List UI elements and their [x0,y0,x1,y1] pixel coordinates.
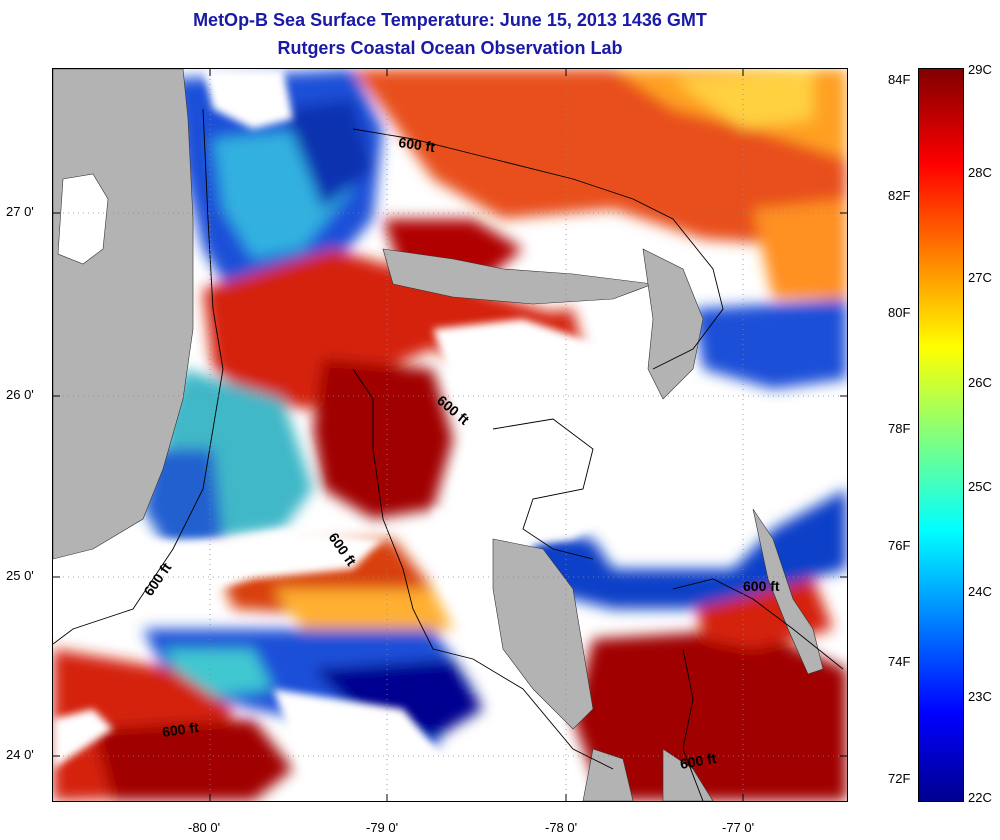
sst-patch-e-blue [693,299,847,389]
sst-patch-central-red [203,249,573,409]
y-tick-24: 24 0' [6,747,34,762]
contour-label-1: 600 ft [398,134,437,155]
x-tick-79: -79 0' [366,820,399,835]
contour-line-tongue [672,578,844,670]
x-tick-77: -77 0' [722,820,755,835]
land-eleuthera [752,508,824,675]
cloud-center [433,319,703,549]
colorbar-celsius-label: 26C [968,374,992,390]
lat-lon-grid [53,69,847,801]
sst-patch-sm-darkblue [313,659,483,739]
chart-title: MetOp-B Sea Surface Temperature: June 15… [193,10,707,30]
cloud-center-east [653,439,773,509]
sst-map: 600 ft 600 ft 600 ft 600 ft 600 ft 600 f… [52,68,848,802]
cloud-south [273,689,453,789]
land-abaco [642,248,704,400]
contour-line-little-bahama [352,128,724,370]
x-tick-78: -78 0' [545,820,578,835]
colorbar-celsius-label: 25C [968,479,992,495]
cloud-topleft [203,69,293,129]
sst-patch-se-blue [503,489,847,609]
colorbar-celsius-label: 24C [968,584,992,600]
colorbar-celsius-label: 29C [968,62,992,77]
y-tick-25: 25 0' [6,568,34,583]
land [53,69,824,801]
y-tick-26: 26 0' [6,387,34,402]
chart-subtitle: Rutgers Coastal Ocean Observation Lab [277,38,623,58]
contour-label-7: 600 ft [679,750,718,772]
colorbar-fahrenheit-label: 72F [888,770,911,786]
contour-line-florida-shelf [53,108,224,645]
cloud-west-band [53,529,383,629]
sst-patch-sw-darkred [93,719,293,801]
y-tick-27: 27 0' [6,204,34,219]
contour-line-andros [492,418,594,560]
axis-ticks [53,69,847,801]
colorbar-fahrenheit-label: 76F [888,537,911,553]
sst-patch-e-orange [753,199,847,299]
sst-patch-central-darkred [313,359,453,519]
colorbar-fahrenheit-label: 80F [888,304,911,320]
contour-line-exuma [682,648,704,801]
sst-patch-nw-darkblue [283,99,373,209]
colorbar-celsius-label: 22C [968,790,992,805]
land-exuma [662,748,714,801]
land-lake-okeechobee [57,173,109,265]
cloud-southwest-gap [53,709,113,769]
x-tick-80: -80 0' [188,820,221,835]
colorbar-fahrenheit-label: 78F [888,421,911,437]
sst-patch-se-darkred [573,629,847,801]
depth-contour-600ft [53,108,844,801]
temperature-colorbar [918,68,964,802]
colorbar-fahrenheit-label: 82F [888,188,911,204]
contour-line-great-bahama [352,368,614,770]
land-andros [492,538,594,730]
contour-label-5: 600 ft [743,578,780,594]
colorbar-fahrenheit-label: 74F [888,654,911,670]
contour-label-6: 600 ft [161,719,200,740]
sst-map-canvas: 600 ft 600 ft 600 ft 600 ft 600 ft 600 f… [53,69,847,801]
sst-patch-sm-yellow [273,589,453,639]
colorbar-celsius-label: 27C [968,269,992,285]
land-grand-bahama [382,248,654,305]
colorbar-celsius-label: 23C [968,689,992,705]
colorbar-celsius-label: 28C [968,164,992,180]
colorbar-fahrenheit-label: 84F [888,71,911,87]
sst-patch-west-blue [143,449,223,559]
